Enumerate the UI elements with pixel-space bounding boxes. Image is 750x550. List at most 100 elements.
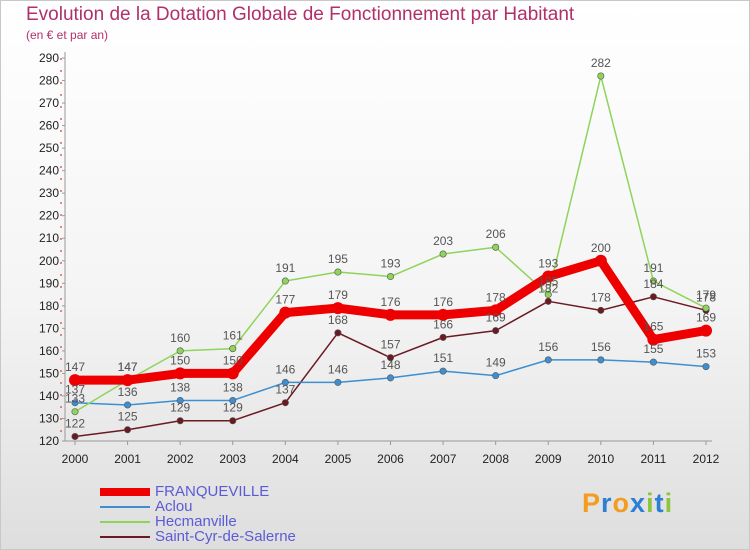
y-tick-label: 180 xyxy=(39,299,59,313)
data-label-saint-cyr-de-salerne: 169 xyxy=(486,311,506,325)
logo-letter: r xyxy=(601,488,613,518)
data-label-hecmanville: 195 xyxy=(328,252,348,266)
data-label-franqueville: 193 xyxy=(538,257,558,271)
data-label-hecmanville: 193 xyxy=(380,257,400,271)
point-aclou xyxy=(439,367,447,375)
data-label-aclou: 149 xyxy=(486,356,506,370)
y-tick-label: 250 xyxy=(39,141,59,155)
data-label-hecmanville: 133 xyxy=(65,392,85,406)
point-hecmanville xyxy=(702,304,710,312)
x-tick-label: 2009 xyxy=(535,452,562,466)
legend-swatch xyxy=(100,521,150,523)
data-label-franqueville: 150 xyxy=(170,353,190,367)
logo-letter: o xyxy=(612,488,631,518)
x-tick-label: 2006 xyxy=(377,452,404,466)
point-saint-cyr-de-salerne xyxy=(439,333,447,341)
point-franqueville xyxy=(594,254,607,267)
point-franqueville xyxy=(489,304,502,317)
point-franqueville xyxy=(331,302,344,315)
point-aclou xyxy=(71,399,79,407)
point-franqueville xyxy=(384,308,397,321)
point-saint-cyr-de-salerne xyxy=(597,306,605,314)
point-hecmanville xyxy=(334,268,342,276)
point-aclou xyxy=(492,372,500,380)
point-hecmanville xyxy=(492,243,500,251)
y-tick-label: 260 xyxy=(39,119,59,133)
legend-item-franqueville: FRANQUEVILLE xyxy=(100,484,360,499)
point-saint-cyr-de-salerne xyxy=(544,297,552,305)
data-label-franqueville: 200 xyxy=(591,241,611,255)
point-franqueville xyxy=(69,374,81,387)
data-label-saint-cyr-de-salerne: 137 xyxy=(275,383,295,397)
data-label-hecmanville: 203 xyxy=(433,234,453,248)
data-label-franqueville: 147 xyxy=(65,360,85,374)
data-label-saint-cyr-de-salerne: 157 xyxy=(380,338,400,352)
data-label-franqueville: 176 xyxy=(380,295,400,309)
data-label-saint-cyr-de-salerne: 166 xyxy=(433,317,453,331)
logo-letter: t xyxy=(654,488,665,518)
point-hecmanville xyxy=(176,347,184,355)
data-label-saint-cyr-de-salerne: 178 xyxy=(591,290,611,304)
point-hecmanville xyxy=(281,277,289,285)
data-label-saint-cyr-de-salerne: 122 xyxy=(65,416,85,430)
data-label-aclou: 153 xyxy=(696,347,716,361)
point-aclou xyxy=(334,378,342,386)
point-hecmanville xyxy=(597,72,605,80)
point-aclou xyxy=(386,374,394,382)
x-tick-label: 2001 xyxy=(114,452,141,466)
point-hecmanville xyxy=(439,250,447,258)
logo-letter: P xyxy=(582,488,602,518)
legend-label: Saint-Cyr-de-Salerne xyxy=(155,528,296,545)
x-tick-label: 2011 xyxy=(641,452,667,466)
y-tick-label: 170 xyxy=(39,321,59,335)
data-label-saint-cyr-de-salerne: 182 xyxy=(538,281,558,295)
data-label-hecmanville: 191 xyxy=(643,261,663,275)
y-tick-label: 210 xyxy=(39,231,59,245)
axes: 120 130 140 150 160 170 180 190 200 210 220 230 240 2… xyxy=(39,51,720,466)
y-tick-label: 220 xyxy=(39,209,59,223)
point-hecmanville xyxy=(649,277,657,285)
data-label-franqueville: 165 xyxy=(643,320,663,334)
data-label-saint-cyr-de-salerne: 125 xyxy=(118,410,138,424)
x-tick-label: 2004 xyxy=(272,452,299,466)
logo-letter: x xyxy=(630,488,647,518)
point-aclou xyxy=(281,378,289,386)
x-tick-label: 2002 xyxy=(167,452,194,466)
legend-label: Hecmanville xyxy=(155,513,237,530)
x-tick-label: 2008 xyxy=(482,452,509,466)
y-tick-label: 200 xyxy=(39,254,59,268)
point-franqueville xyxy=(647,333,660,346)
point-saint-cyr-de-salerne xyxy=(281,399,289,407)
data-label-aclou: 146 xyxy=(275,362,295,376)
data-label-hecmanville: 282 xyxy=(591,56,611,70)
y-tick-label: 270 xyxy=(39,96,59,110)
chart-title: Evolution de la Dotation Globale de Fonc… xyxy=(26,4,575,25)
point-aclou xyxy=(544,356,552,364)
data-label-hecmanville: 160 xyxy=(170,331,190,345)
point-saint-cyr-de-salerne xyxy=(649,293,657,301)
point-aclou xyxy=(124,401,132,409)
data-label-hecmanville: 179 xyxy=(696,288,716,302)
y-tick-label: 160 xyxy=(39,344,59,358)
point-franqueville xyxy=(542,270,555,283)
data-label-aclou: 156 xyxy=(538,340,558,354)
chart-subtitle: (en € et par an) xyxy=(26,28,109,42)
data-label-aclou: 155 xyxy=(643,342,663,356)
point-aclou xyxy=(649,358,657,366)
data-label-franqueville: 150 xyxy=(223,353,243,367)
data-label-franqueville: 178 xyxy=(486,290,506,304)
x-tick-label: 2010 xyxy=(587,452,614,466)
y-tick-label: 190 xyxy=(39,276,59,290)
legend-label: Aclou xyxy=(155,498,193,515)
legend-swatch xyxy=(100,488,150,496)
data-label-franqueville: 169 xyxy=(696,311,716,325)
point-saint-cyr-de-salerne xyxy=(334,329,342,337)
logo-letter: i xyxy=(664,488,674,518)
legend-label: FRANQUEVILLE xyxy=(155,483,270,500)
series-lines xyxy=(69,72,712,440)
point-aclou xyxy=(229,396,237,404)
point-saint-cyr-de-salerne xyxy=(386,354,394,362)
legend-item-aclou: Aclou xyxy=(100,499,360,514)
y-tick-label: 230 xyxy=(39,186,59,200)
data-label-hecmanville: 147 xyxy=(118,360,138,374)
